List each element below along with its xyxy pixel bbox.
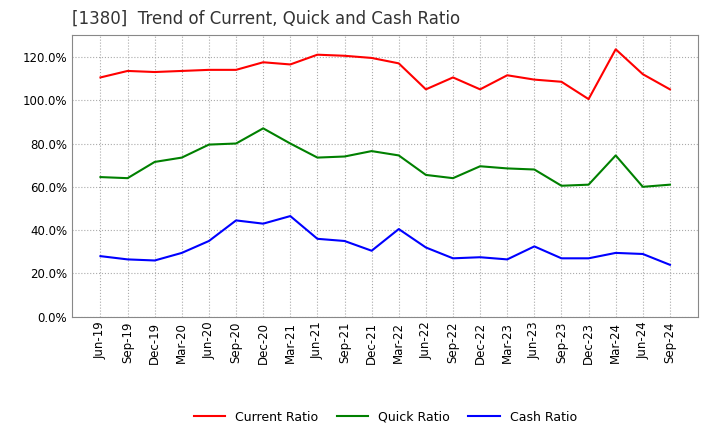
Current Ratio [341, 53, 349, 59]
Quick Ratio [123, 176, 132, 181]
Cash Ratio [665, 262, 674, 268]
Cash Ratio [341, 238, 349, 244]
Current Ratio [611, 47, 620, 52]
Quick Ratio [232, 141, 240, 146]
Current Ratio [313, 52, 322, 57]
Current Ratio [421, 87, 430, 92]
Cash Ratio [530, 244, 539, 249]
Cash Ratio [476, 255, 485, 260]
Current Ratio [449, 75, 457, 80]
Current Ratio [530, 77, 539, 82]
Current Ratio [395, 61, 403, 66]
Current Ratio [178, 68, 186, 73]
Legend: Current Ratio, Quick Ratio, Cash Ratio: Current Ratio, Quick Ratio, Cash Ratio [189, 406, 582, 429]
Current Ratio [204, 67, 213, 73]
Quick Ratio [611, 153, 620, 158]
Cash Ratio [557, 256, 566, 261]
Current Ratio [96, 75, 105, 80]
Cash Ratio [367, 248, 376, 253]
Quick Ratio [367, 148, 376, 154]
Cash Ratio [150, 258, 159, 263]
Current Ratio [584, 96, 593, 102]
Cash Ratio [259, 221, 268, 226]
Cash Ratio [204, 238, 213, 244]
Cash Ratio [449, 256, 457, 261]
Quick Ratio [503, 166, 511, 171]
Quick Ratio [341, 154, 349, 159]
Cash Ratio [96, 253, 105, 259]
Current Ratio [665, 87, 674, 92]
Quick Ratio [96, 174, 105, 180]
Cash Ratio [313, 236, 322, 242]
Line: Cash Ratio: Cash Ratio [101, 216, 670, 265]
Cash Ratio [421, 245, 430, 250]
Quick Ratio [286, 141, 294, 146]
Quick Ratio [557, 183, 566, 188]
Cash Ratio [611, 250, 620, 256]
Quick Ratio [639, 184, 647, 190]
Current Ratio [123, 68, 132, 73]
Quick Ratio [395, 153, 403, 158]
Cash Ratio [286, 213, 294, 219]
Quick Ratio [150, 159, 159, 165]
Quick Ratio [421, 172, 430, 178]
Current Ratio [150, 70, 159, 75]
Current Ratio [503, 73, 511, 78]
Quick Ratio [584, 182, 593, 187]
Line: Current Ratio: Current Ratio [101, 49, 670, 99]
Current Ratio [259, 60, 268, 65]
Quick Ratio [449, 176, 457, 181]
Current Ratio [639, 72, 647, 77]
Line: Quick Ratio: Quick Ratio [101, 128, 670, 187]
Cash Ratio [232, 218, 240, 223]
Current Ratio [557, 79, 566, 84]
Cash Ratio [395, 227, 403, 232]
Cash Ratio [639, 251, 647, 257]
Cash Ratio [503, 257, 511, 262]
Quick Ratio [259, 126, 268, 131]
Cash Ratio [178, 250, 186, 256]
Quick Ratio [665, 182, 674, 187]
Quick Ratio [530, 167, 539, 172]
Current Ratio [232, 67, 240, 73]
Current Ratio [476, 87, 485, 92]
Cash Ratio [584, 256, 593, 261]
Current Ratio [367, 55, 376, 61]
Cash Ratio [123, 257, 132, 262]
Quick Ratio [178, 155, 186, 160]
Current Ratio [286, 62, 294, 67]
Text: [1380]  Trend of Current, Quick and Cash Ratio: [1380] Trend of Current, Quick and Cash … [72, 10, 460, 28]
Quick Ratio [204, 142, 213, 147]
Quick Ratio [476, 164, 485, 169]
Quick Ratio [313, 155, 322, 160]
